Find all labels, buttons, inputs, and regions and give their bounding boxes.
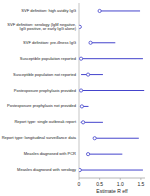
estimate-point — [86, 73, 89, 76]
category-labels: SVF definition: high avidity IgG SVF defi… — [2, 8, 77, 172]
ci-line — [91, 42, 116, 43]
category-label: SVF definition: serology (IgM negative,I… — [7, 22, 76, 32]
estimate-point — [80, 105, 83, 108]
x-tick-label: 0.5 — [96, 181, 103, 187]
x-tick-label: 1.0 — [117, 181, 124, 187]
category-label-line: Postexposure prophylaxis not provided — [7, 103, 76, 108]
category-label: Report type: single outbreak report — [14, 119, 76, 124]
category-label: Postexposure prophylaxis provided — [14, 88, 76, 93]
estimate-point — [89, 41, 92, 44]
estimate-point — [79, 25, 81, 28]
category-label-line: Report type: longitudinal surveillance d… — [2, 135, 77, 140]
category-label: Report type: longitudinal surveillance d… — [2, 135, 77, 140]
category-label-line: Susceptible population reported — [20, 56, 76, 61]
x-tick-label: 0 — [78, 181, 81, 187]
category-label: Measles diagnosed with PCR — [24, 151, 76, 156]
x-axis-label: Estimate R eff — [96, 188, 128, 194]
category-label: SVF definition: high avidity IgG — [21, 8, 76, 13]
category-label: Measles diagnosed with serology — [17, 167, 76, 172]
ci-line — [81, 90, 144, 91]
category-label-line: SVF definition: high avidity IgG — [21, 8, 76, 13]
category-label-line: Postexposure prophylaxis provided — [14, 88, 76, 93]
estimate-point — [93, 137, 96, 140]
category-label: SVF definition: pre-illness IgG — [23, 40, 76, 45]
ci-line — [80, 170, 143, 171]
chart: SVF definition: high avidity IgG SVF defi… — [0, 0, 150, 196]
estimate-point — [79, 57, 82, 60]
ci-line — [95, 138, 139, 139]
estimate-point — [82, 121, 85, 124]
ci-line — [100, 10, 140, 11]
category-label-line: Report type: single outbreak report — [14, 119, 76, 124]
category-label-line: SVF definition: pre-illness IgG — [23, 40, 76, 45]
axis-line-bottom — [79, 178, 145, 179]
estimate-point — [79, 89, 82, 92]
category-label: Susceptible population reported — [20, 56, 76, 61]
ci-line — [81, 74, 103, 75]
estimate-point — [98, 9, 101, 12]
category-label-line: IgG positive, or early IgG alone) — [20, 26, 77, 31]
estimate-point — [86, 153, 89, 156]
category-label-line: Measles diagnosed with PCR — [24, 151, 76, 156]
ci-line — [88, 154, 122, 155]
category-label-line: Susceptible population not reported — [13, 72, 76, 77]
category-label: Postexposure prophylaxis not provided — [7, 103, 76, 108]
marks — [79, 9, 144, 171]
category-label: Susceptible population not reported — [13, 72, 76, 77]
x-tick-label: 1.5 — [137, 181, 144, 187]
category-label-line: Measles diagnosed with serology — [17, 167, 76, 172]
x-axis: 0 0.5 1.0 1.5 — [78, 3, 145, 187]
ci-line — [81, 58, 143, 59]
estimate-point — [79, 168, 81, 171]
